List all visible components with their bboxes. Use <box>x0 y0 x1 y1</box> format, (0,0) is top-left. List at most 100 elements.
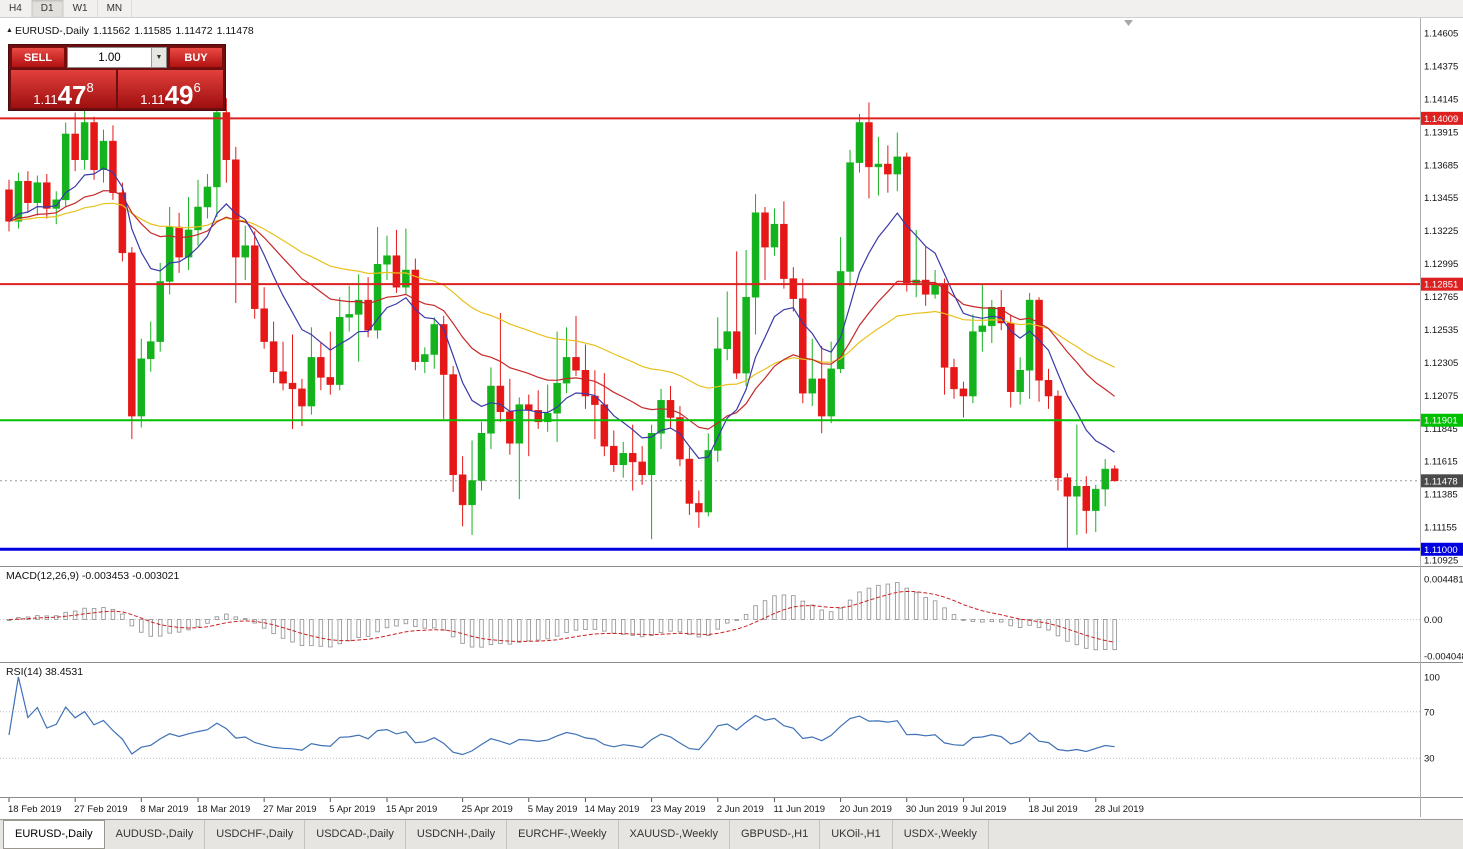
macd-histogram-bar <box>422 619 428 629</box>
macd-histogram-bar <box>923 597 928 620</box>
macd-histogram-bar <box>564 619 569 633</box>
date-axis-label: 14 May 2019 <box>584 804 639 815</box>
volume-dropdown-icon[interactable]: ▼ <box>151 48 166 67</box>
macd-histogram-bar <box>1036 619 1042 628</box>
candle <box>33 175 42 216</box>
sell-button[interactable]: SELL <box>11 47 65 68</box>
macd-histogram-bar <box>261 619 267 629</box>
candle <box>988 300 996 344</box>
date-axis-label: 15 Apr 2019 <box>386 804 437 815</box>
buy-button[interactable]: BUY <box>169 47 223 68</box>
timeframe-button-mn[interactable]: MN <box>98 0 133 17</box>
macd-histogram-bar <box>1055 619 1061 637</box>
macd-histogram-bar <box>630 619 635 636</box>
candle <box>383 235 391 281</box>
volume-input[interactable]: 1.00 ▼ <box>67 47 167 68</box>
timeframe-button-d1[interactable]: D1 <box>31 0 64 17</box>
macd-histogram-bar <box>999 619 1004 623</box>
chart-tab-ukoil-h1[interactable]: UKOil-,H1 <box>820 820 893 849</box>
candle <box>685 447 694 515</box>
candle <box>789 267 798 312</box>
macd-histogram-bar <box>932 600 938 620</box>
macd-histogram-bar <box>129 619 135 627</box>
macd-histogram-bar <box>1084 619 1089 649</box>
candle <box>534 390 542 429</box>
macd-histogram-bar <box>195 619 201 628</box>
chart-symbol-period: EURUSD-,Daily <box>14 25 90 37</box>
candle <box>232 146 240 303</box>
macd-histogram-bar <box>403 619 409 625</box>
candle <box>24 171 32 213</box>
date-axis-label: 18 Jul 2019 <box>1029 804 1078 815</box>
buy-price-display[interactable]: 1.11496 <box>118 70 223 110</box>
rsi-pane[interactable] <box>0 676 1420 759</box>
candle <box>364 277 372 338</box>
date-axis-label: 18 Feb 2019 <box>8 804 61 815</box>
chart-tab-audusd-daily[interactable]: AUDUSD-,Daily <box>105 820 206 849</box>
macd-histogram-bar <box>696 619 702 638</box>
chart-tab-gbpusd-h1[interactable]: GBPUSD-,H1 <box>730 820 821 849</box>
sell-price-prefix: 1.11 <box>33 92 58 107</box>
ohlc-low: 1.11472 <box>175 25 213 37</box>
macd-histogram-bar <box>535 619 541 641</box>
macd-histogram-bar <box>838 607 843 620</box>
candle <box>298 378 306 427</box>
tick-up-icon: ▲ <box>6 27 13 34</box>
macd-histogram-bar <box>791 595 796 620</box>
chart-tab-usdcad-daily[interactable]: USDCAD-,Daily <box>305 820 406 849</box>
candle <box>855 113 864 173</box>
candle <box>288 334 297 429</box>
svg-text:1.11901: 1.11901 <box>1424 416 1458 427</box>
chart-tab-eurchf-weekly[interactable]: EURCHF-,Weekly <box>507 820 619 849</box>
chart-tab-usdcnh-daily[interactable]: USDCNH-,Daily <box>406 820 508 849</box>
macd-histogram-bar <box>517 619 522 643</box>
macd-histogram-bar <box>970 619 976 622</box>
macd-pane[interactable] <box>0 582 1420 651</box>
time-scale[interactable]: 18 Feb 2019 27 Feb 2019 8 Mar 2019 18 Mar 2… <box>8 798 1144 815</box>
price-scale[interactable]: 1.14605 1.14375 1.14145 1.13915 1.13685 1.134… <box>1421 29 1463 765</box>
main-price-pane[interactable] <box>0 90 1420 551</box>
candle <box>175 212 183 273</box>
macd-histogram-bar <box>394 619 399 627</box>
candle <box>487 367 495 450</box>
macd-histogram-bar <box>309 619 314 647</box>
macd-histogram-bar <box>772 595 777 620</box>
macd-histogram-bar <box>101 607 106 620</box>
candle <box>137 338 146 428</box>
candle <box>203 174 212 219</box>
macd-histogram-bar <box>583 619 588 630</box>
candle <box>619 441 627 478</box>
sell-price-display[interactable]: 1.11478 <box>11 70 116 110</box>
candle <box>61 122 70 207</box>
date-axis-label: 30 Jun 2019 <box>906 804 958 815</box>
chart-tab-usdx-weekly[interactable]: USDX-,Weekly <box>893 820 989 849</box>
candle <box>742 249 750 387</box>
chart-tab-xauusd-weekly[interactable]: XAUUSD-,Weekly <box>619 820 730 849</box>
candle <box>525 394 533 457</box>
macd-histogram-bar <box>980 619 985 623</box>
timeframe-button-w1[interactable]: W1 <box>64 0 98 17</box>
macd-histogram-bar <box>176 619 182 633</box>
macd-histogram-bar <box>904 587 910 620</box>
timeframe-button-h4[interactable]: H4 <box>0 0 32 17</box>
date-axis-label: 11 Jun 2019 <box>773 804 825 815</box>
price-axis-label: 1.12305 <box>1424 358 1458 369</box>
svg-text:1.11478: 1.11478 <box>1424 476 1458 487</box>
macd-histogram-bar <box>1027 619 1032 626</box>
candle <box>477 421 486 491</box>
date-axis-label: 8 Mar 2019 <box>140 804 188 815</box>
price-axis-label: 1.10925 <box>1424 556 1458 567</box>
candle <box>515 397 524 500</box>
candle <box>506 378 514 455</box>
chart-tab-usdchf-daily[interactable]: USDCHF-,Daily <box>205 820 306 849</box>
macd-histogram-bar <box>885 583 891 620</box>
chart-shift-marker-icon[interactable] <box>1124 20 1133 26</box>
chart-tab-eurusd-daily[interactable]: EURUSD-,Daily <box>3 820 105 849</box>
macd-histogram-bar <box>1112 619 1117 651</box>
macd-histogram-bar <box>280 619 286 639</box>
macd-histogram-bar <box>318 619 324 647</box>
candle <box>553 331 561 442</box>
price-axis-label: 1.14145 <box>1424 94 1458 105</box>
candle <box>950 358 958 399</box>
